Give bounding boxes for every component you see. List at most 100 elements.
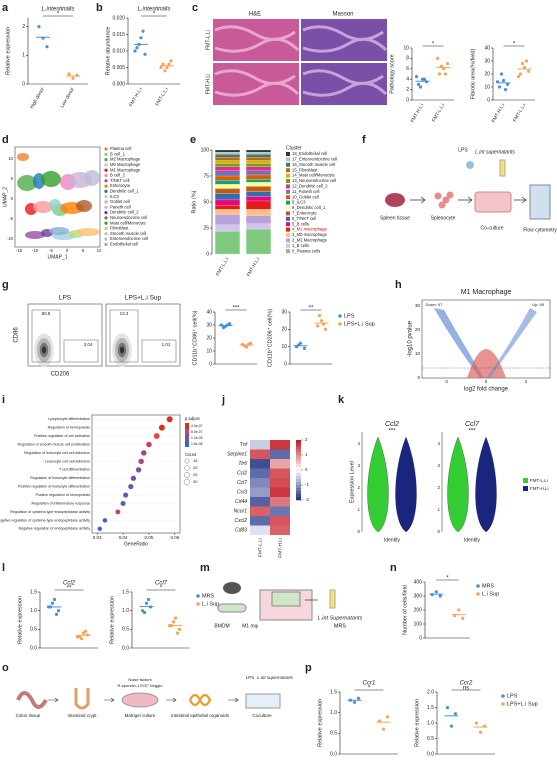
point — [161, 62, 165, 66]
heat-cell — [250, 459, 270, 469]
sig-label: ** — [309, 306, 314, 312]
point — [352, 700, 357, 704]
colorbar-label: 1.2e-06 — [191, 436, 203, 440]
y-tick-label: 0.020 — [112, 15, 125, 21]
bar-segment — [215, 199, 241, 206]
legend-swatch — [286, 168, 290, 173]
x-tick-label: FMT-H.L.i — [128, 87, 144, 108]
y-tick-label: 1.5 — [30, 589, 37, 595]
y-tick-label: 20 — [281, 327, 287, 333]
point — [418, 85, 423, 89]
y-tick-label: 0.0 — [427, 751, 434, 757]
image-header: Masson — [332, 12, 353, 18]
legend-label: Goblet cell — [110, 199, 130, 204]
term-label: T cell differentiation — [59, 468, 90, 472]
legend-marker — [476, 584, 480, 588]
row-label: Tnf — [240, 442, 248, 448]
heat-cell — [270, 468, 290, 478]
x-tick-label: 5 — [82, 248, 85, 253]
term-label: Positive regulation of leukocyte differe… — [18, 485, 90, 489]
y-tick-label: 1.0 — [122, 608, 129, 614]
image-row-label: FMT-H.Li — [205, 74, 211, 95]
annotation: Up: 98 — [532, 302, 545, 307]
chart-title: Ccr2 — [460, 681, 473, 687]
chart-title: Ccl2 — [63, 581, 76, 587]
legend-marker — [196, 594, 200, 598]
y-tick-label: 10 — [484, 84, 490, 90]
go-dot — [97, 526, 102, 531]
diagram-label: LPS — [458, 147, 468, 153]
legend-swatch — [286, 222, 290, 227]
legend-label: 14_Mast cell/Monocyte — [292, 173, 335, 178]
column-label: FMT-H.Li — [277, 538, 283, 558]
bar-segment — [215, 209, 241, 215]
umap-cluster — [49, 199, 61, 211]
y-tick-label: 1 — [357, 507, 360, 512]
legend-label: 2_M2 Macrophage — [292, 238, 328, 243]
point — [45, 45, 49, 49]
sig-label: *** — [232, 306, 240, 312]
point — [424, 80, 429, 84]
row-label: Cxcl2 — [234, 518, 247, 524]
tissue-texture — [302, 69, 388, 97]
legend-label: 3_M0 macrophage — [292, 232, 328, 237]
y-tick-label: 1.5 — [330, 689, 337, 695]
x-tick-label: 0 — [485, 379, 488, 384]
colorbar-label: 4.0e-07 — [191, 424, 203, 428]
x-tick-label: FMT-L.L.i — [431, 103, 446, 124]
legend-label: Smooth muscle cell — [110, 231, 146, 236]
legend-label: 15_Fibroblast — [292, 167, 318, 172]
point — [524, 59, 529, 63]
umap-cluster — [84, 170, 100, 186]
go-dot — [120, 500, 126, 507]
y-tick-label: 1.5 — [122, 589, 129, 595]
cell-icon — [442, 196, 450, 204]
y-tick-label: 10 — [8, 156, 13, 161]
legend-label: 5_B cells — [292, 221, 309, 226]
legend-marker — [104, 158, 108, 162]
gate-value: 3.04 — [84, 342, 93, 347]
panel-letter: m — [200, 562, 210, 574]
x-tick-label: FMT-H.L.i — [410, 103, 426, 124]
diagram-label: L.int supernatants — [257, 675, 294, 680]
x-axis-label: log2 fold change — [464, 387, 509, 393]
go-dot — [135, 467, 142, 473]
colorbar-cell — [185, 423, 189, 429]
y-axis-label: Relative expression — [5, 27, 11, 75]
y-axis-label: CD11b⁺CD206⁺ cell(%) — [266, 309, 273, 367]
y-tick-label: 2 — [22, 24, 25, 30]
legend-label: Enterocyte — [110, 183, 131, 188]
arrow — [514, 196, 527, 204]
go-dot — [138, 458, 144, 465]
heat-cell — [270, 506, 290, 516]
chart-title: L.intestinalis — [41, 7, 74, 13]
violin — [447, 436, 469, 533]
legend-label: MRS — [482, 583, 495, 589]
y-axis-label: -log10 pvalue — [408, 320, 414, 357]
panel-letter: b — [96, 2, 103, 14]
panel-letter: d — [2, 134, 9, 146]
umap-cluster — [49, 227, 69, 235]
go-dot — [166, 416, 173, 423]
diagram-label: L.int Supernatants — [318, 615, 363, 621]
size-label: 25 — [193, 472, 198, 477]
insert-icon — [271, 591, 301, 607]
colorbar-cell — [296, 452, 301, 456]
legend-label: 10_Goblet cell — [292, 194, 319, 199]
y-tick-label: 0 — [437, 529, 440, 534]
point — [135, 46, 139, 50]
panel-letter: j — [221, 394, 225, 406]
plate-icon — [245, 693, 281, 709]
chart-title: Ccl2 — [385, 421, 399, 428]
bar-segment — [246, 191, 272, 197]
x-axis-label: Identity — [464, 537, 481, 543]
legend-swatch — [286, 162, 290, 167]
colorbar-cell — [296, 494, 301, 498]
arrow — [104, 697, 115, 703]
panel-letter: f — [362, 134, 366, 146]
legend-swatch — [286, 211, 290, 216]
panel-letter: a — [2, 2, 9, 14]
point — [505, 82, 510, 86]
point — [163, 69, 167, 73]
term-label: Regulation of hemopoiesis — [48, 426, 91, 430]
